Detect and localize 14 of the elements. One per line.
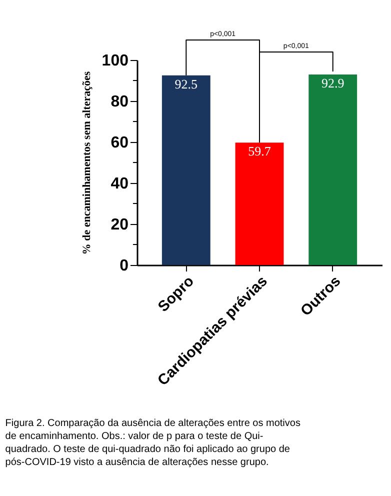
y-tick-label: 100 xyxy=(102,52,129,70)
data-label: 92.5 xyxy=(174,76,198,92)
y-tick-label: 20 xyxy=(110,216,129,234)
y-tick-label: 60 xyxy=(110,134,129,152)
data-label: 92.9 xyxy=(321,76,344,91)
y-tick-label: 0 xyxy=(120,258,129,274)
bar xyxy=(235,142,284,265)
y-tick-label: 80 xyxy=(110,94,129,110)
data-label: 59.7 xyxy=(248,144,272,159)
bar xyxy=(308,74,358,265)
y-tick-label: 40 xyxy=(110,176,129,192)
y-axis-title: % de encaminhamentos sem alterações xyxy=(80,70,93,255)
text: Figura 2. Comparação da ausência de alterações entre os motivos de encaminhamento. Obs.: valor de p para o teste de Qui-quadrado. O teste de qui-quadrado não foi aplicado ao grupo de pós-COVID-19 visto a ausência de alterações nesse grupo. xyxy=(5,418,300,468)
bar xyxy=(162,75,210,265)
